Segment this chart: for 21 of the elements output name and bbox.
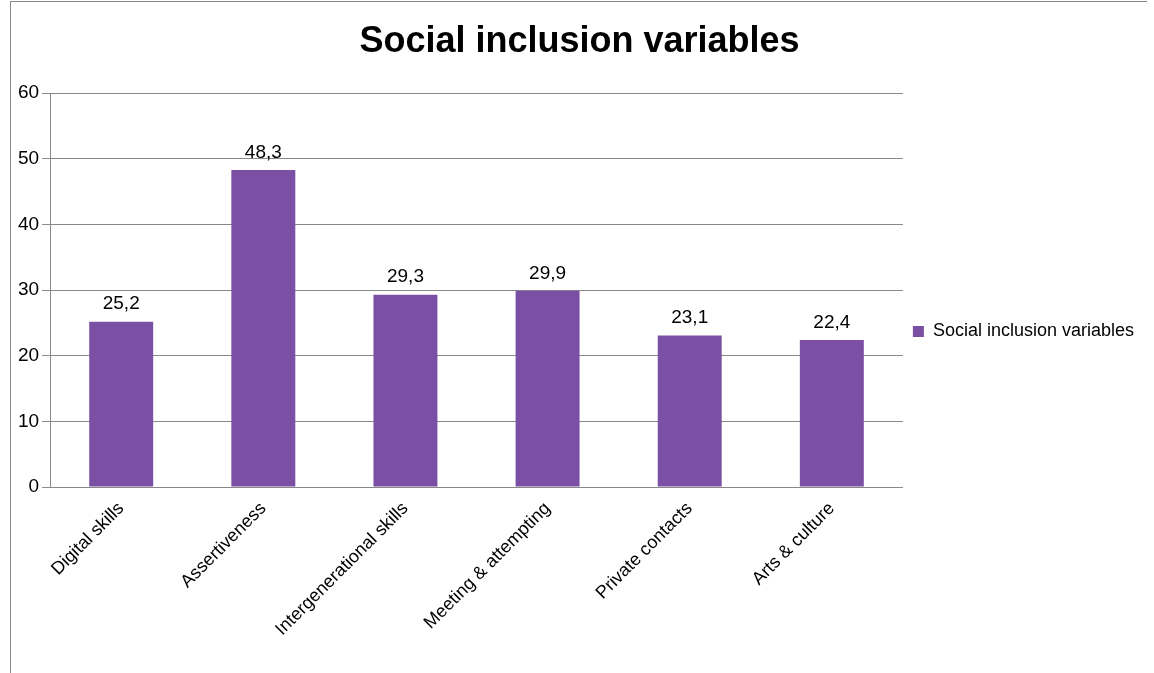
y-tick-label: 60 — [17, 81, 40, 103]
bar — [373, 294, 438, 487]
bar — [515, 290, 580, 487]
y-tick-label: 10 — [17, 409, 40, 431]
text: 29,3 — [386, 265, 424, 287]
y-tick-label: 40 — [17, 212, 40, 234]
y-tick-label: 30 — [17, 278, 40, 300]
legend-label: Social inclusion variables — [932, 320, 1135, 341]
y-tick-label: 20 — [17, 344, 40, 366]
text: 29,9 — [529, 261, 567, 283]
text: 25,2 — [102, 292, 140, 314]
y-tick-label: 50 — [17, 147, 40, 169]
text: 48,3 — [244, 140, 282, 162]
bar — [657, 335, 722, 487]
bar — [231, 170, 296, 487]
text: 23,1 — [671, 306, 709, 328]
bar — [799, 340, 864, 487]
y-tick-label: 0 — [28, 475, 40, 497]
text: 22,4 — [813, 310, 851, 332]
chart-title: Social inclusion variables — [359, 18, 800, 60]
bar — [89, 321, 154, 487]
